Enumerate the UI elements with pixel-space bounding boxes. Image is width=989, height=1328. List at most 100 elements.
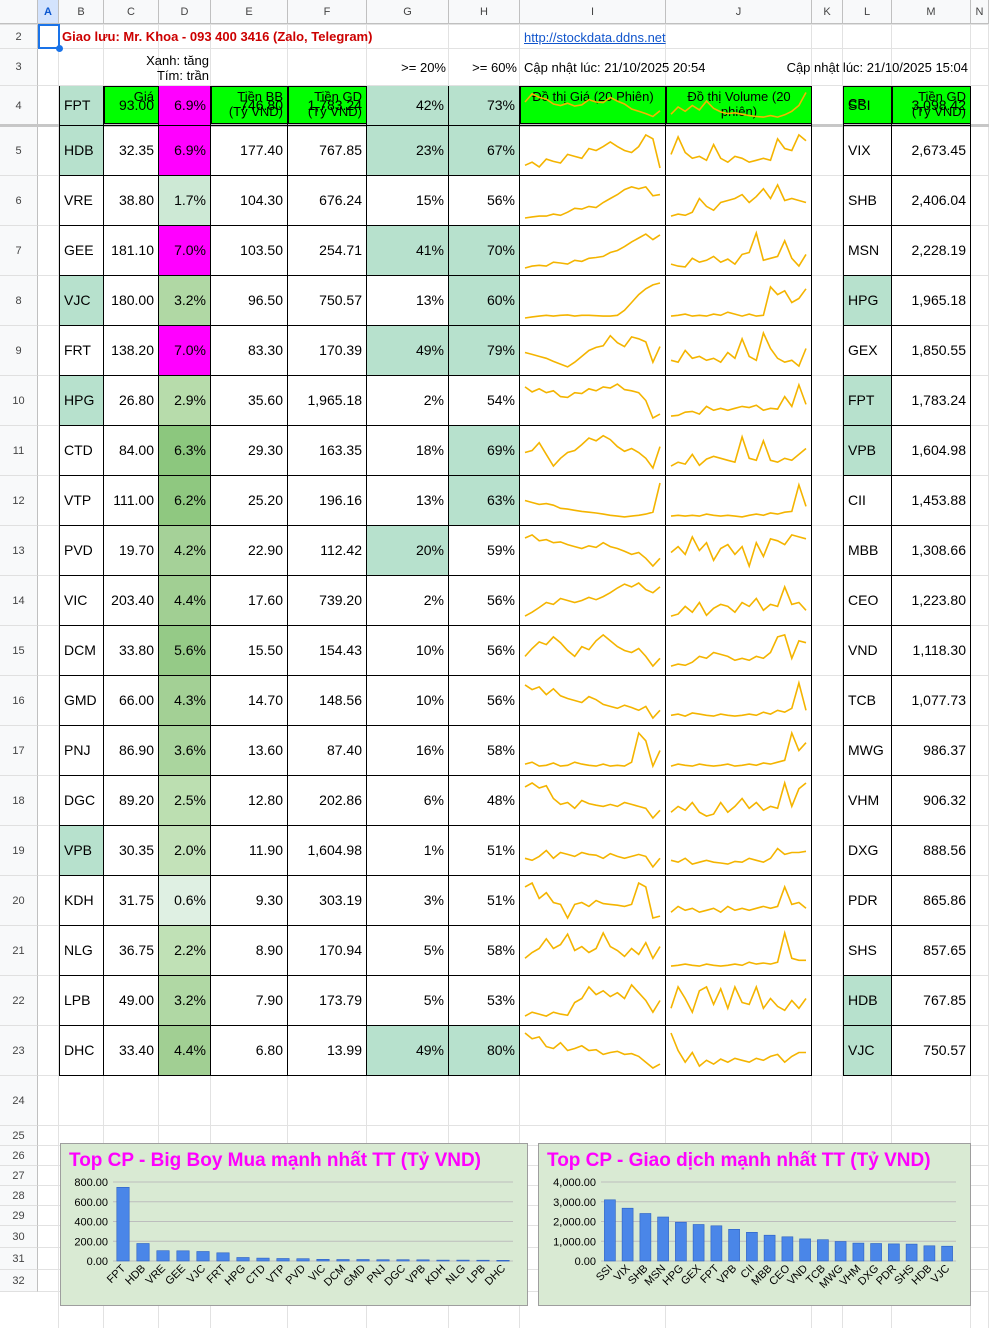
column-header-m[interactable]: M (892, 0, 971, 24)
column-header-l[interactable]: L (843, 0, 892, 24)
row-header-18[interactable]: 18 (0, 776, 38, 826)
row-header-10[interactable]: 10 (0, 376, 38, 426)
column-header-g[interactable]: G (367, 0, 449, 24)
trading-chart-panel[interactable]: Top CP - Giao dịch mạnh nhất TT (Tỷ VND)… (538, 1143, 971, 1306)
row-header-31[interactable]: 31 (0, 1248, 38, 1270)
row-header-28[interactable]: 28 (0, 1186, 38, 1206)
column-header-a[interactable]: A (38, 0, 59, 24)
tien-bb-gee: 103.50 (211, 226, 288, 276)
volume-sparkline-vtp-line (670, 482, 807, 518)
row-header-30[interactable]: 30 (0, 1226, 38, 1248)
column-header-i[interactable]: I (520, 0, 666, 24)
trading-chart-bar-fpt[interactable] (710, 1225, 723, 1262)
row-header-6[interactable]: 6 (0, 176, 38, 226)
trading-chart-bar-msn[interactable] (657, 1216, 669, 1262)
pct-change-dcm: 5.6% (159, 626, 211, 676)
row-header-3[interactable]: 3 (0, 49, 38, 86)
bigboy-chart-bar-vtp[interactable] (276, 1258, 290, 1262)
column-header-h[interactable]: H (449, 0, 520, 24)
pct-volbuy-frt: 79% (449, 326, 520, 376)
row-header-12[interactable]: 12 (0, 476, 38, 526)
trading-chart-bar-vjc[interactable] (941, 1245, 953, 1262)
selected-cell-a1[interactable] (38, 24, 60, 49)
row-header-17[interactable]: 17 (0, 726, 38, 776)
bigboy-chart-bar-gmd[interactable] (356, 1259, 370, 1262)
row-header-15[interactable]: 15 (0, 626, 38, 676)
row-header-25[interactable]: 25 (0, 1126, 38, 1146)
bigboy-chart-bar-vpb[interactable] (416, 1259, 430, 1262)
bigboy-chart-bar-nlg[interactable] (456, 1259, 470, 1262)
bigboy-chart-bar-pnj[interactable] (376, 1259, 390, 1262)
bigboy-chart-bar-vjc[interactable] (196, 1251, 210, 1262)
row-header-11[interactable]: 11 (0, 426, 38, 476)
contact-info: Giao lưu: Mr. Khoa - 093 400 3416 (Zalo,… (62, 29, 373, 44)
bigboy-chart-bar-fpt[interactable] (116, 1186, 130, 1262)
column-header-j[interactable]: J (666, 0, 812, 24)
bigboy-chart-panel[interactable]: Top CP - Big Boy Mua mạnh nhất TT (Tỷ VN… (60, 1143, 528, 1306)
trading-chart-bar-pdr[interactable] (888, 1243, 900, 1262)
bigboy-chart-bar-vre[interactable] (156, 1250, 170, 1262)
trading-chart-bar-hpg[interactable] (675, 1221, 687, 1262)
trading-chart-bar-shs[interactable] (905, 1243, 918, 1262)
trading-chart-bar-ceo[interactable] (781, 1236, 794, 1262)
row-header-27[interactable]: 27 (0, 1166, 38, 1186)
row-header-4[interactable]: 4 (0, 86, 38, 126)
row-header-21[interactable]: 21 (0, 926, 38, 976)
ticker-kdh: KDH (59, 876, 104, 926)
price-chart-cell-vre (520, 176, 666, 226)
trading-chart-bar-mwg[interactable] (834, 1241, 847, 1262)
bigboy-chart-bar-lpb[interactable] (476, 1259, 490, 1262)
bigboy-chart-bar-pvd[interactable] (296, 1258, 310, 1262)
column-header-k[interactable]: K (812, 0, 843, 24)
row-header-32[interactable]: 32 (0, 1270, 38, 1292)
row-header-7[interactable]: 7 (0, 226, 38, 276)
row-header-23[interactable]: 23 (0, 1026, 38, 1076)
bigboy-chart-bar-dhc[interactable] (496, 1260, 510, 1262)
row-header-13[interactable]: 13 (0, 526, 38, 576)
trading-chart-bar-vhm[interactable] (852, 1242, 865, 1262)
trading-chart-bar-tcb[interactable] (817, 1239, 829, 1262)
column-header-c[interactable]: C (104, 0, 159, 24)
column-header-n[interactable]: N (971, 0, 989, 24)
trading-chart-bar-shb[interactable] (639, 1213, 652, 1262)
trading-chart-bar-mbb[interactable] (763, 1234, 776, 1262)
column-header-f[interactable]: F (288, 0, 367, 24)
column-header-d[interactable]: D (159, 0, 211, 24)
bigboy-chart-bar-dgc[interactable] (396, 1259, 410, 1262)
select-all-corner[interactable] (0, 0, 38, 24)
row-header-24[interactable]: 24 (0, 1076, 38, 1126)
bigboy-chart-bar-kdh[interactable] (436, 1259, 450, 1262)
row-header-19[interactable]: 19 (0, 826, 38, 876)
row-header-14[interactable]: 14 (0, 576, 38, 626)
column-header-b[interactable]: B (59, 0, 104, 24)
row-header-5[interactable]: 5 (0, 126, 38, 176)
row-header-2[interactable]: 2 (0, 25, 38, 49)
row-header-29[interactable]: 29 (0, 1206, 38, 1226)
selection-fill-handle[interactable] (56, 45, 63, 52)
trading-chart-bar-hdb[interactable] (923, 1245, 936, 1262)
row-header-1[interactable]: 1 (0, 24, 38, 25)
bigboy-chart-bar-vic[interactable] (316, 1259, 330, 1262)
row-header-8[interactable]: 8 (0, 276, 38, 326)
row-header-20[interactable]: 20 (0, 876, 38, 926)
row-header-22[interactable]: 22 (0, 976, 38, 1026)
bigboy-chart-bar-gee[interactable] (176, 1250, 190, 1262)
bigboy-chart-bar-dcm[interactable] (336, 1259, 350, 1262)
bigboy-chart-bar-ctd[interactable] (256, 1257, 270, 1262)
trading-chart-bar-dxg[interactable] (870, 1243, 882, 1262)
bigboy-chart-bar-hpg[interactable] (236, 1257, 250, 1262)
row-header-9[interactable]: 9 (0, 326, 38, 376)
trading-chart-bar-gex[interactable] (692, 1224, 705, 1262)
bigboy-chart-bar-hdb[interactable] (136, 1243, 150, 1262)
trading-chart-bar-vpb[interactable] (728, 1229, 740, 1262)
column-header-e[interactable]: E (211, 0, 288, 24)
row-header-26[interactable]: 26 (0, 1146, 38, 1166)
trading-chart-bar-vix[interactable] (621, 1207, 634, 1262)
stockdata-link[interactable]: http://stockdata.ddns.net (524, 30, 666, 45)
trading-chart-bar-cii[interactable] (746, 1232, 758, 1262)
row-header-16[interactable]: 16 (0, 676, 38, 726)
trading-chart-bar-vnd[interactable] (799, 1238, 811, 1262)
trading-chart-bar-ssi[interactable] (604, 1199, 616, 1262)
bigboy-chart-bar-frt[interactable] (216, 1252, 230, 1262)
